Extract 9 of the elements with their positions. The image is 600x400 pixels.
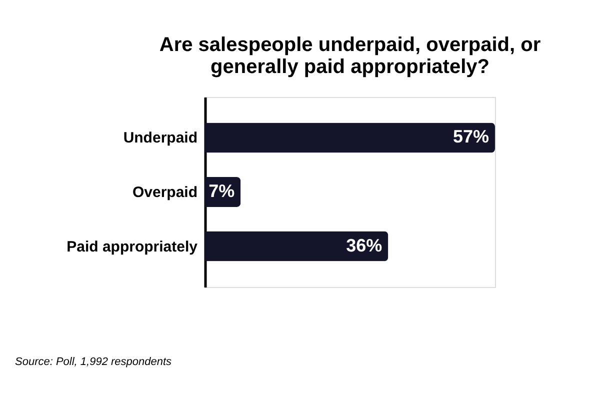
text: Are salespeople underpaid, overpaid, or: [159, 34, 541, 56]
data-label: 7%: [208, 181, 235, 201]
data-label: 57%: [452, 126, 489, 147]
y-tick-label: Overpaid: [132, 184, 198, 201]
data-label: 36%: [346, 235, 382, 256]
y-tick-label: Underpaid: [123, 130, 198, 147]
text: generally paid appropriately?: [210, 56, 490, 78]
source-note: Source: Poll, 1,992 respondents: [15, 356, 172, 368]
y-tick-label: Paid appropriately: [66, 238, 198, 256]
